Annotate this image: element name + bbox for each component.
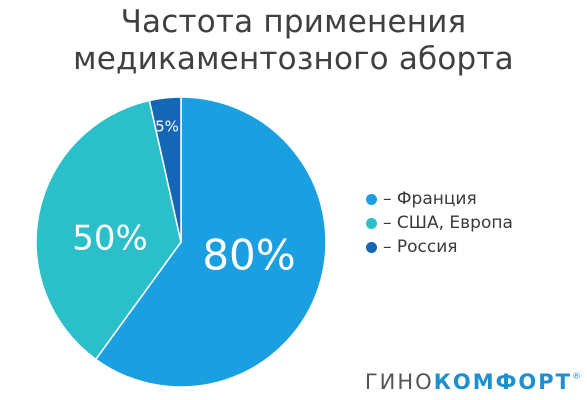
legend-dot-france: [366, 193, 377, 205]
slice-label-france: 80%: [202, 231, 295, 280]
slice-label-usa-europe: 50%: [72, 219, 148, 259]
legend: – Франция – США, Европа – Россия: [366, 187, 513, 259]
legend-dot-usa-europe: [366, 217, 377, 229]
pie-slice-usa-europe: [35, 99, 182, 361]
legend-dot-russia: [366, 241, 377, 253]
legend-item-france: – Франция: [366, 187, 513, 211]
brand-logo-part1: ГИНО: [364, 370, 434, 394]
legend-item-usa-europe: – США, Европа: [366, 211, 513, 235]
legend-item-russia: – Россия: [366, 235, 513, 259]
legend-label-usa-europe: – США, Европа: [383, 213, 513, 233]
legend-label-france: – Франция: [383, 189, 477, 209]
brand-logo-part2: КОМФОРТ: [433, 370, 572, 394]
chart-title-line-1: Частота применения: [120, 4, 467, 40]
brand-registered-mark: ®: [572, 372, 581, 382]
pie-slice-russia: [148, 96, 182, 243]
pie-slice-france: [94, 96, 327, 388]
chart-title: Частота применения медикаментозного абор…: [0, 4, 587, 78]
slice-label-russia: 5%: [155, 118, 179, 136]
legend-label-russia: – Россия: [383, 237, 458, 257]
chart-title-line-2: медикаментозного аборта: [73, 41, 514, 77]
brand-logo: ГИНОКОМФОРТ®: [365, 370, 581, 394]
